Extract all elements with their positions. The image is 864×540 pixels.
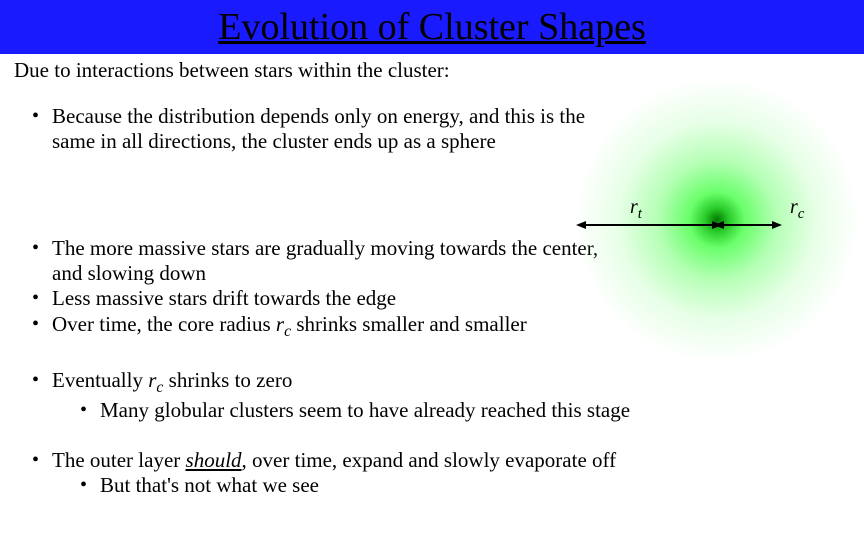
bullet-group-4: The outer layer should, over time, expan… bbox=[26, 448, 806, 498]
sub-not-seen: But that's not what we see bbox=[52, 473, 806, 498]
bullet-massive: The more massive stars are gradually mov… bbox=[26, 236, 626, 286]
sub-globular: Many globular clusters seem to have alre… bbox=[52, 398, 806, 423]
rt-sym: r bbox=[630, 196, 638, 218]
outer-pre: The outer layer bbox=[52, 448, 186, 472]
rt-arrowhead-right bbox=[712, 221, 722, 229]
bullet-group-2: The more massive stars are gradually mov… bbox=[26, 236, 626, 342]
rt-arrow-line bbox=[584, 224, 714, 226]
eventually-post: shrinks to zero bbox=[163, 368, 292, 392]
rt-label: rt bbox=[630, 196, 642, 223]
bullet-core-pre: Over time, the core radius bbox=[52, 312, 276, 336]
outer-should: should bbox=[186, 448, 242, 472]
intro-text: Due to interactions between stars within… bbox=[14, 58, 450, 83]
bullet-sphere: Because the distribution depends only on… bbox=[26, 104, 586, 154]
title-bar: Evolution of Cluster Shapes bbox=[0, 0, 864, 54]
rt-sub: t bbox=[638, 206, 642, 222]
rc-arrow-line bbox=[722, 224, 774, 226]
slide-title: Evolution of Cluster Shapes bbox=[218, 6, 645, 48]
rc-arrowhead-right bbox=[772, 221, 782, 229]
rt-arrowhead-left bbox=[576, 221, 586, 229]
bullet-group-1: Because the distribution depends only on… bbox=[26, 104, 586, 154]
rc-arrowhead-left bbox=[714, 221, 724, 229]
bullet-core-post: shrinks smaller and smaller bbox=[291, 312, 527, 336]
rc-sub: c bbox=[798, 206, 805, 222]
outer-post: , over time, expand and slowly evaporate… bbox=[242, 448, 617, 472]
eventually-pre: Eventually bbox=[52, 368, 148, 392]
bullet-group-3: Eventually rc shrinks to zero Many globu… bbox=[26, 368, 806, 423]
bullet-outer-layer: The outer layer should, over time, expan… bbox=[26, 448, 806, 498]
slide: Evolution of Cluster Shapes Due to inter… bbox=[0, 0, 864, 540]
bullet-less-massive: Less massive stars drift towards the edg… bbox=[26, 286, 626, 311]
bullet-core-radius: Over time, the core radius rc shrinks sm… bbox=[26, 312, 626, 342]
rc-symbol: r bbox=[276, 312, 284, 336]
rc-label: rc bbox=[790, 196, 804, 223]
rc-sym: r bbox=[790, 196, 798, 218]
bullet-eventually: Eventually rc shrinks to zero Many globu… bbox=[26, 368, 806, 423]
